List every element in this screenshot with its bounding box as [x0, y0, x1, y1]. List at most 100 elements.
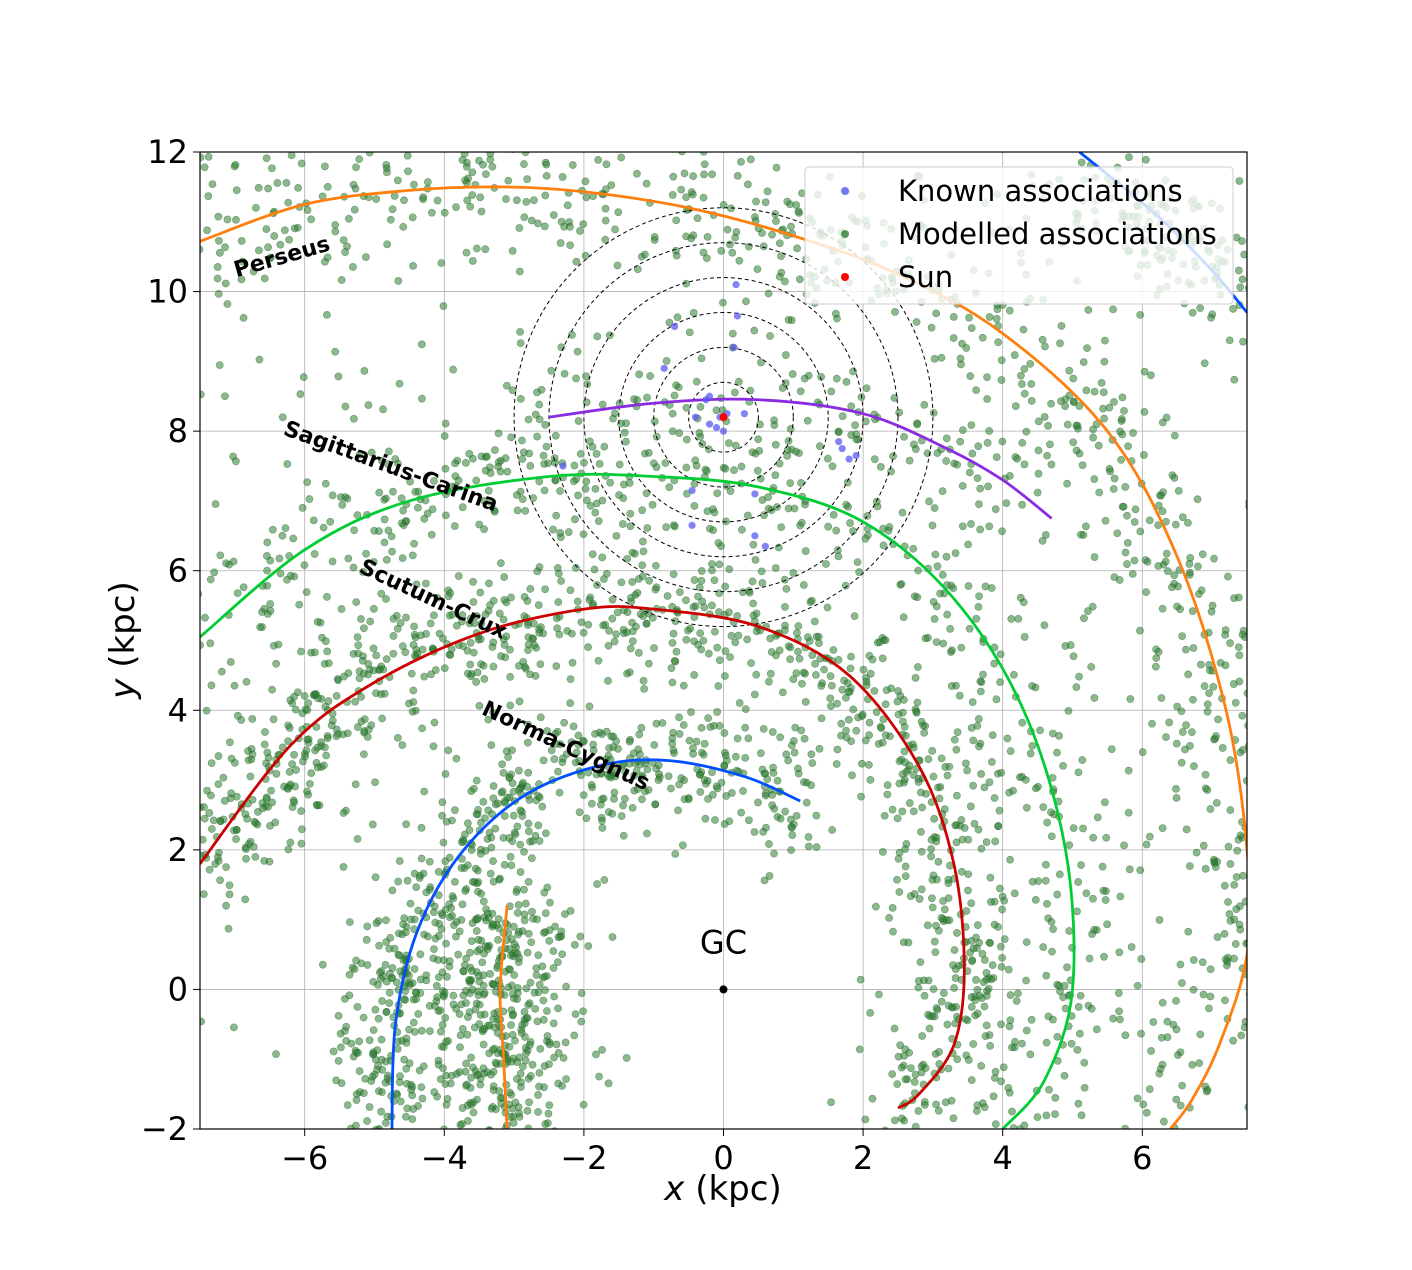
modelled-association-point	[651, 561, 660, 570]
modelled-association-point	[650, 417, 659, 426]
modelled-association-point	[996, 678, 1004, 686]
modelled-association-point	[499, 768, 508, 777]
modelled-association-point	[359, 1013, 368, 1022]
modelled-association-point	[1253, 657, 1260, 664]
arm-curve-perseus	[200, 185, 1247, 1129]
modelled-association-point	[480, 525, 488, 534]
modelled-association-point	[422, 579, 430, 588]
modelled-association-point	[577, 1017, 586, 1026]
modelled-association-point	[455, 927, 464, 936]
modelled-association-point	[1142, 840, 1151, 849]
modelled-association-point	[402, 1079, 411, 1088]
modelled-association-point	[531, 1004, 540, 1013]
modelled-association-point	[436, 1006, 445, 1015]
modelled-association-point	[1061, 402, 1070, 411]
modelled-association-point	[385, 988, 394, 997]
modelled-association-point	[1075, 672, 1083, 681]
modelled-association-point	[200, 890, 208, 899]
modelled-association-point	[541, 585, 550, 594]
modelled-association-point	[792, 669, 801, 678]
modelled-association-point	[1230, 880, 1239, 889]
modelled-association-point	[1080, 1058, 1089, 1067]
modelled-association-point	[1218, 744, 1227, 752]
modelled-association-point	[475, 977, 484, 986]
modelled-association-point	[974, 715, 983, 723]
modelled-association-point	[466, 660, 475, 669]
modelled-association-point	[634, 745, 643, 754]
modelled-association-point	[480, 1010, 489, 1019]
modelled-association-point	[489, 1082, 498, 1091]
modelled-association-point	[1136, 626, 1144, 635]
modelled-association-point	[672, 647, 681, 656]
modelled-association-point	[1120, 841, 1128, 850]
modelled-association-point	[807, 596, 816, 605]
modelled-association-point	[375, 968, 384, 977]
modelled-association-point	[771, 471, 780, 480]
modelled-association-point	[1165, 718, 1174, 727]
modelled-association-point	[1087, 662, 1096, 671]
modelled-association-point	[237, 237, 246, 245]
modelled-association-point	[1188, 1060, 1197, 1069]
modelled-association-point	[352, 163, 360, 172]
modelled-association-point	[675, 730, 684, 738]
modelled-association-point	[930, 937, 939, 946]
modelled-association-point	[991, 1067, 1000, 1076]
modelled-association-point	[431, 666, 440, 674]
modelled-association-point	[539, 1015, 548, 1024]
modelled-association-point	[920, 991, 929, 1000]
modelled-association-point	[517, 1029, 526, 1037]
modelled-association-point	[530, 196, 538, 205]
modelled-association-point	[601, 185, 610, 194]
modelled-association-point	[1042, 1038, 1051, 1047]
modelled-association-point	[1188, 308, 1197, 317]
modelled-association-point	[1249, 332, 1256, 339]
modelled-association-point	[278, 413, 287, 422]
modelled-association-point	[1022, 938, 1031, 947]
modelled-association-point	[753, 466, 762, 475]
modelled-association-point	[939, 639, 948, 648]
modelled-association-point	[448, 911, 456, 920]
modelled-association-point	[937, 353, 946, 362]
modelled-association-point	[1118, 393, 1127, 402]
modelled-association-point	[334, 1011, 343, 1020]
modelled-association-point	[282, 178, 291, 187]
modelled-association-point	[202, 706, 211, 715]
modelled-association-point	[692, 377, 701, 386]
modelled-association-point	[1069, 398, 1078, 407]
x-tick-label: 4	[993, 1139, 1013, 1177]
modelled-association-point	[310, 550, 319, 558]
modelled-association-point	[566, 675, 575, 684]
modelled-association-point	[213, 263, 222, 271]
modelled-association-point	[1004, 965, 1013, 974]
modelled-association-point	[476, 1080, 485, 1089]
modelled-association-point	[1042, 1111, 1051, 1120]
modelled-association-point	[804, 833, 813, 841]
x-tick-label: −4	[421, 1139, 468, 1177]
modelled-association-point	[536, 713, 545, 722]
modelled-association-point	[829, 646, 838, 654]
modelled-association-point	[608, 933, 617, 941]
modelled-association-point	[1040, 413, 1049, 421]
modelled-association-point	[475, 701, 484, 710]
modelled-association-point	[430, 718, 439, 727]
modelled-association-point	[581, 177, 590, 186]
modelled-association-point	[405, 1025, 413, 1034]
modelled-association-point	[1136, 866, 1145, 875]
modelled-association-point	[525, 1098, 533, 1107]
modelled-association-point	[477, 207, 486, 216]
modelled-association-point	[861, 1115, 870, 1124]
modelled-association-point	[880, 811, 889, 820]
known-association-point	[688, 521, 696, 529]
modelled-association-point	[537, 385, 546, 394]
modelled-association-point	[1079, 824, 1087, 833]
modelled-association-point	[856, 975, 865, 984]
modelled-association-point	[870, 687, 879, 695]
modelled-association-point	[270, 232, 279, 240]
modelled-association-point	[1100, 952, 1108, 961]
modelled-association-point	[1006, 855, 1014, 864]
modelled-association-point	[382, 1007, 391, 1016]
modelled-association-point	[900, 747, 909, 756]
modelled-association-point	[200, 590, 203, 598]
modelled-association-point	[400, 196, 408, 205]
modelled-association-point	[652, 583, 661, 592]
